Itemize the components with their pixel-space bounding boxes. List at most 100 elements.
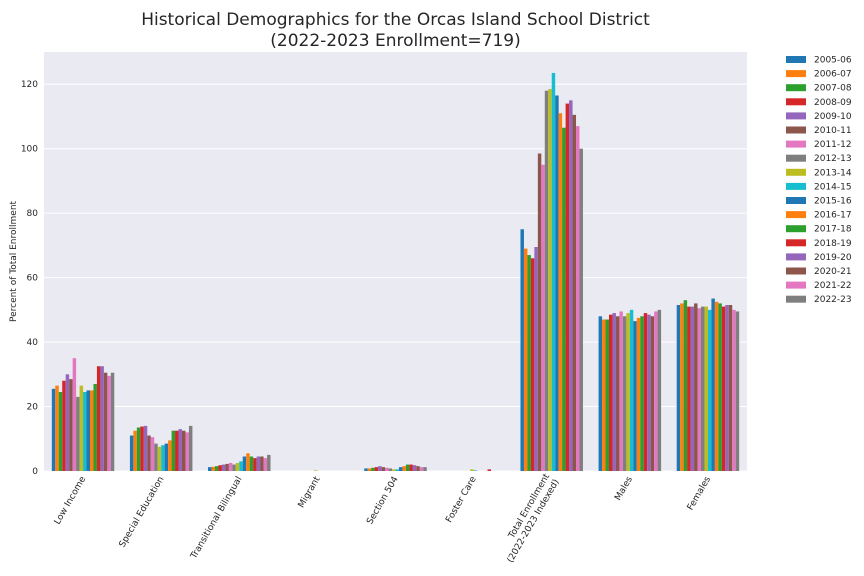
x-tick-label-group: Foster Care [444, 475, 479, 525]
legend-swatch [786, 126, 806, 134]
bar [161, 445, 165, 471]
bar [157, 446, 162, 471]
bar [416, 466, 420, 471]
bar [395, 469, 399, 471]
x-tick-label: Special Education [118, 475, 167, 549]
bar [629, 309, 634, 471]
bar [676, 305, 681, 471]
legend-swatch [786, 197, 806, 204]
legend-swatch [786, 154, 806, 162]
bar [51, 388, 56, 471]
x-tick-label-group: Special Education [118, 475, 167, 549]
legend-label: 2010-11 [814, 126, 852, 136]
bar [168, 440, 172, 471]
bar [697, 308, 701, 471]
x-tick-label: Transitional Bilingual [189, 475, 245, 562]
bar [527, 255, 531, 471]
bar [253, 458, 257, 471]
bar [572, 114, 577, 471]
bar [544, 90, 549, 472]
bar [473, 470, 478, 471]
legend-label: 2013-14 [814, 168, 852, 178]
bar [636, 317, 641, 471]
bar [150, 437, 155, 471]
legend-label: 2022-23 [814, 295, 852, 305]
bar [690, 306, 695, 471]
legend-swatch [786, 253, 806, 261]
bar [214, 466, 219, 471]
legend-swatch [786, 98, 806, 106]
legend-swatch [786, 140, 806, 148]
legend-label: 2021-22 [814, 281, 852, 291]
bar [520, 229, 524, 471]
legend-swatch [786, 168, 806, 176]
legend-label: 2018-19 [814, 239, 852, 249]
bar [185, 432, 189, 471]
bar [392, 469, 396, 471]
bar [569, 100, 573, 471]
bar [423, 467, 427, 471]
bar [378, 466, 382, 471]
bar [633, 321, 637, 471]
bar [90, 390, 94, 471]
bar [714, 301, 719, 471]
y-tick-label: 100 [21, 145, 38, 155]
bar [182, 430, 186, 471]
bar [136, 427, 141, 471]
bar [260, 456, 264, 471]
bar [398, 467, 403, 471]
bar [732, 309, 736, 471]
bar [643, 313, 648, 471]
bar [725, 305, 729, 471]
legend-swatch [786, 84, 806, 92]
y-tick-labels: 0 20 40 60 80 100 120 [21, 80, 38, 477]
bar [548, 89, 552, 471]
y-tick-label: 80 [27, 209, 39, 219]
legend-swatch [786, 239, 806, 247]
bar [164, 443, 169, 471]
legend-swatch [786, 225, 806, 233]
bar [133, 430, 137, 471]
chart-title-line-2: (2022-2023 Enrollment=719) [270, 31, 520, 51]
bar [381, 467, 386, 471]
x-tick-labels: Low Income Special Education Transitional … [53, 472, 713, 565]
bar [487, 469, 491, 471]
bar [562, 127, 566, 472]
x-tick-label: Females [686, 475, 713, 513]
bar [602, 319, 606, 471]
legend-swatch [786, 295, 806, 303]
bar [541, 164, 545, 471]
bar [178, 429, 182, 471]
bar [110, 372, 115, 471]
bar [211, 466, 215, 471]
bar [605, 319, 609, 471]
bar [225, 463, 229, 471]
legend: 2005-06 2006-07 2007-08 2008-09 2009-10 2010-… [786, 56, 852, 305]
bar [69, 379, 73, 471]
bar [622, 316, 627, 471]
legend-label: 2008-09 [814, 98, 852, 108]
legend-swatch [786, 70, 806, 78]
x-tick-label-group: Low Income [53, 475, 89, 527]
bar [470, 469, 474, 471]
x-tick-label-group: Transitional Bilingual [189, 475, 245, 562]
bar [256, 456, 261, 471]
bar [683, 300, 688, 471]
bar [367, 468, 372, 471]
x-tick-label: Males [613, 475, 635, 503]
bar [221, 464, 226, 471]
bar [83, 392, 87, 471]
x-tick-label-group: Total Enrollment(2022-2023 Indexed) [506, 472, 562, 565]
legend-label: 2009-10 [814, 112, 852, 122]
bar [154, 443, 158, 471]
bar [263, 458, 268, 471]
legend-label: 2007-08 [814, 84, 852, 94]
bar [647, 314, 651, 471]
bar [728, 305, 733, 471]
bar [218, 465, 222, 471]
bar [609, 314, 613, 471]
bar [551, 72, 556, 471]
x-tick-label: Foster Care [444, 475, 479, 525]
bars [51, 72, 740, 472]
